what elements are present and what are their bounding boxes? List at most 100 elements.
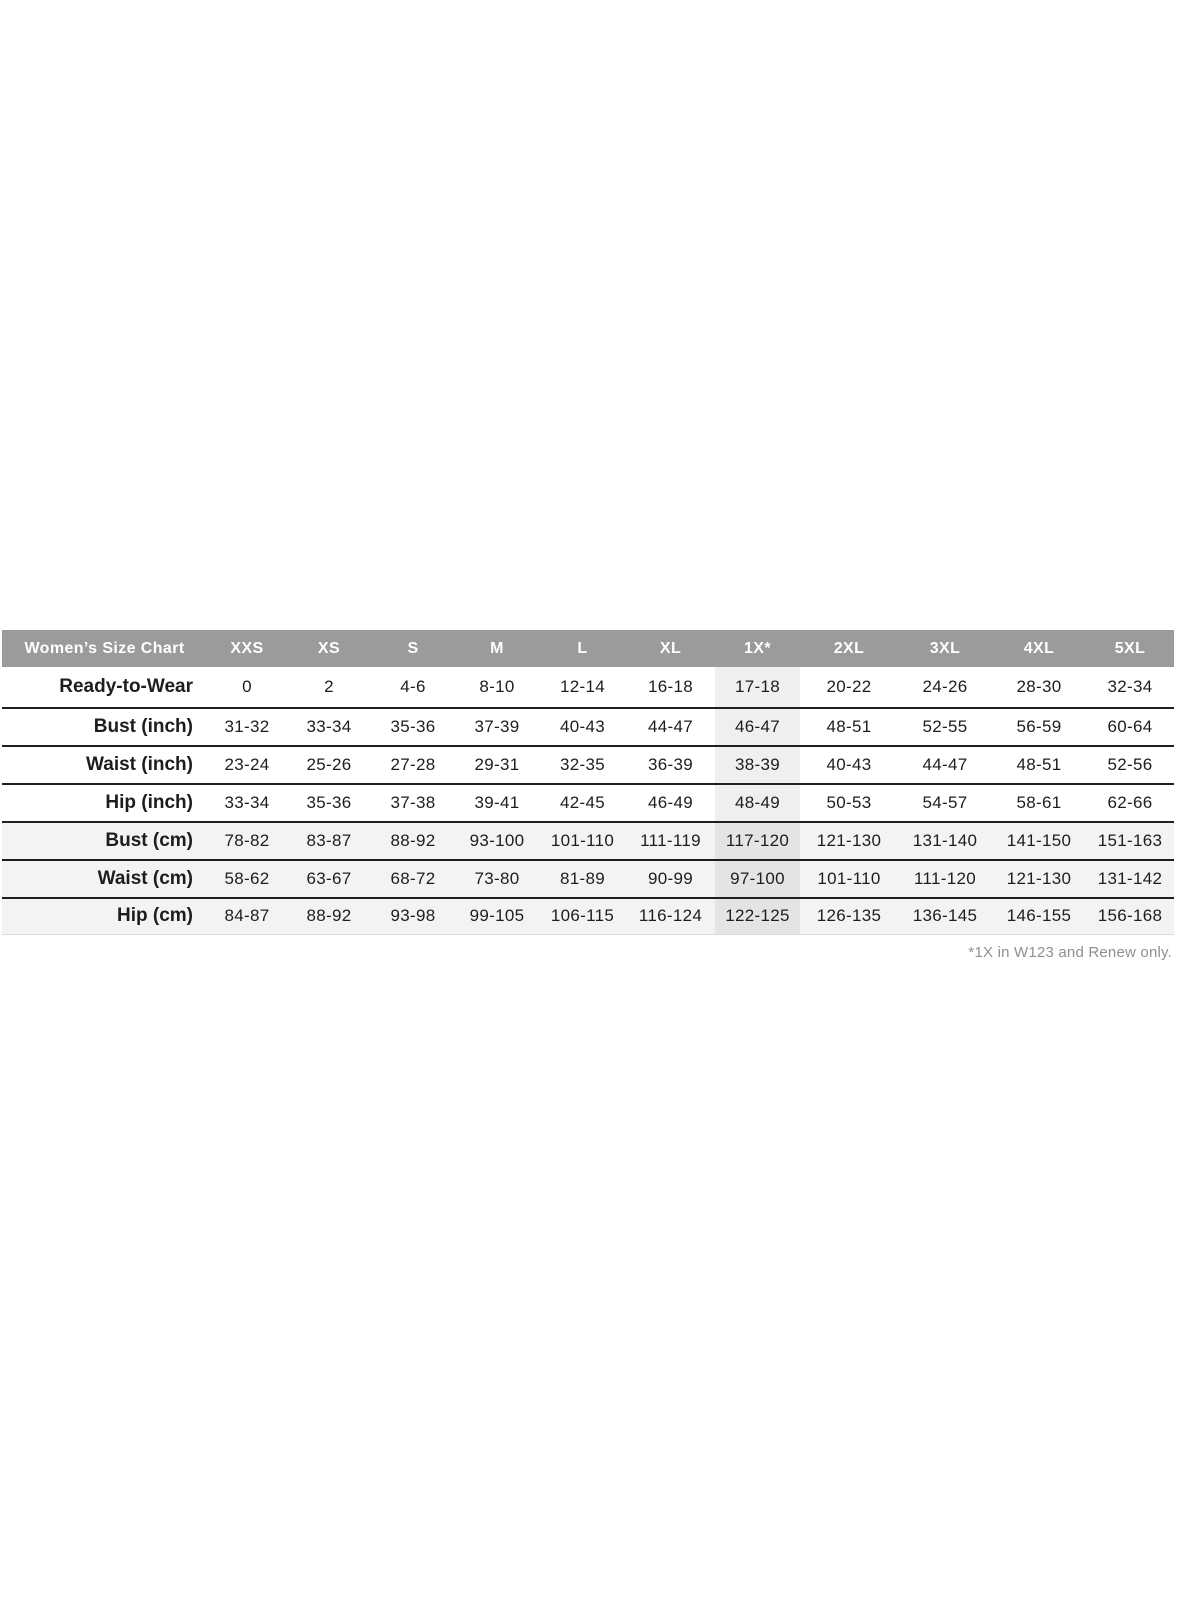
size-column-header: L xyxy=(539,630,626,667)
row-label: Hip (inch) xyxy=(105,792,193,813)
size-cell: 101-110 xyxy=(800,860,898,898)
size-cell: 32-34 xyxy=(1107,677,1153,696)
header-row: Women’s Size Chart XXS XS S M L XL 1X* 2XL 3XL 4X… xyxy=(2,630,1174,667)
size-cell: 52-56 xyxy=(1107,755,1153,774)
size-cell: 101-110 xyxy=(539,822,626,860)
size-cell: 38-39 xyxy=(715,746,800,784)
size-cell: 54-57 xyxy=(922,793,968,812)
size-cell: 48-49 xyxy=(715,784,800,822)
size-cell: 88-92 xyxy=(371,822,455,860)
table-row: Hip (cm) 84-87 88-92 93-98 99-105 106-115 116-… xyxy=(2,898,1174,934)
size-cell: 40-43 xyxy=(560,717,605,736)
row-label: Hip (cm) xyxy=(2,898,207,934)
size-cell: 44-47 xyxy=(648,717,693,736)
size-cell: 37-39 xyxy=(474,717,520,736)
size-cell: 2 xyxy=(324,677,334,696)
size-cell: 68-72 xyxy=(371,860,455,898)
size-cell: 93-100 xyxy=(455,822,539,860)
table-title: Women’s Size Chart xyxy=(2,630,207,667)
size-cell: 46-49 xyxy=(648,793,693,812)
size-cell: 88-92 xyxy=(287,898,371,934)
size-cell: 117-120 xyxy=(715,822,800,860)
size-cell: 93-98 xyxy=(371,898,455,934)
size-cell: 126-135 xyxy=(800,898,898,934)
size-cell: 35-36 xyxy=(306,793,352,812)
size-column-header: XS xyxy=(287,630,371,667)
size-cell: 24-26 xyxy=(922,677,968,696)
size-cell: 122-125 xyxy=(715,898,800,934)
size-cell: 17-18 xyxy=(715,667,800,708)
size-cell: 81-89 xyxy=(539,860,626,898)
size-cell: 36-39 xyxy=(648,755,693,774)
size-column-header: M xyxy=(455,630,539,667)
size-cell: 84-87 xyxy=(207,898,287,934)
size-cell: 31-32 xyxy=(224,717,270,736)
row-label: Bust (inch) xyxy=(93,716,193,737)
size-column-header: 5XL xyxy=(1086,630,1174,667)
size-column-header: 1X* xyxy=(715,630,800,667)
size-cell: 151-163 xyxy=(1086,822,1174,860)
size-cell: 52-55 xyxy=(922,717,968,736)
size-cell: 121-130 xyxy=(992,860,1086,898)
size-cell: 73-80 xyxy=(455,860,539,898)
size-cell: 40-43 xyxy=(826,755,872,774)
row-label: Waist (inch) xyxy=(86,754,193,775)
size-cell: 32-35 xyxy=(560,755,605,774)
size-cell: 4-6 xyxy=(400,677,426,696)
size-cell: 60-64 xyxy=(1107,717,1153,736)
size-cell: 37-38 xyxy=(390,793,436,812)
size-cell: 111-119 xyxy=(626,822,715,860)
size-cell: 62-66 xyxy=(1107,793,1153,812)
size-cell: 50-53 xyxy=(826,793,872,812)
size-column-header: S xyxy=(371,630,455,667)
size-cell: 141-150 xyxy=(992,822,1086,860)
size-cell: 42-45 xyxy=(560,793,605,812)
table-row: Waist (cm) 58-62 63-67 68-72 73-80 81-89 90-99… xyxy=(2,860,1174,898)
size-cell: 58-62 xyxy=(207,860,287,898)
size-column-header: 2XL xyxy=(800,630,898,667)
size-cell: 27-28 xyxy=(390,755,436,774)
size-cell: 58-61 xyxy=(1016,793,1062,812)
size-cell: 83-87 xyxy=(287,822,371,860)
size-cell: 20-22 xyxy=(826,677,872,696)
size-cell: 35-36 xyxy=(390,717,436,736)
size-table-body: Ready-to-Wear 0 2 4-6 8-10 12-14 16-18 17-18 20-… xyxy=(2,667,1174,934)
size-cell: 78-82 xyxy=(207,822,287,860)
row-label: Bust (cm) xyxy=(2,822,207,860)
row-label: Ready-to-Wear xyxy=(59,676,193,697)
size-cell: 8-10 xyxy=(479,677,515,696)
table-header: Women’s Size Chart XXS XS S M L XL 1X* 2XL 3XL 4X… xyxy=(2,630,1174,667)
size-cell: 121-130 xyxy=(800,822,898,860)
size-cell: 106-115 xyxy=(539,898,626,934)
size-cell: 116-124 xyxy=(626,898,715,934)
size-cell: 90-99 xyxy=(626,860,715,898)
size-cell: 25-26 xyxy=(306,755,352,774)
size-cell: 99-105 xyxy=(455,898,539,934)
table-row: Ready-to-Wear 0 2 4-6 8-10 12-14 16-18 17-18 20-… xyxy=(2,667,1174,708)
size-cell: 46-47 xyxy=(715,708,800,746)
size-cell: 97-100 xyxy=(715,860,800,898)
size-cell: 156-168 xyxy=(1086,898,1174,934)
size-cell: 131-142 xyxy=(1086,860,1174,898)
size-cell: 48-51 xyxy=(1016,755,1062,774)
row-label: Waist (cm) xyxy=(2,860,207,898)
size-cell: 136-145 xyxy=(898,898,992,934)
size-cell: 0 xyxy=(242,677,252,696)
size-cell: 146-155 xyxy=(992,898,1086,934)
size-cell: 12-14 xyxy=(560,677,605,696)
table-row: Waist (inch) 23-24 25-26 27-28 29-31 32-35 36-… xyxy=(2,746,1174,784)
table-row: Bust (cm) 78-82 83-87 88-92 93-100 101-110 111… xyxy=(2,822,1174,860)
size-cell: 23-24 xyxy=(224,755,270,774)
size-column-header: XXS xyxy=(207,630,287,667)
size-cell: 56-59 xyxy=(1016,717,1062,736)
size-column-header: 4XL xyxy=(992,630,1086,667)
table-row: Bust (inch) 31-32 33-34 35-36 37-39 40-43 44-4… xyxy=(2,708,1174,746)
size-cell: 33-34 xyxy=(224,793,270,812)
size-cell: 28-30 xyxy=(1016,677,1062,696)
size-cell: 44-47 xyxy=(922,755,968,774)
table-row: Hip (inch) 33-34 35-36 37-38 39-41 42-45 46-49… xyxy=(2,784,1174,822)
size-chart-section: Women’s Size Chart XXS XS S M L XL 1X* 2XL 3XL 4X… xyxy=(2,630,1174,961)
womens-size-chart-table: Women’s Size Chart XXS XS S M L XL 1X* 2XL 3XL 4X… xyxy=(2,630,1174,935)
size-cell: 29-31 xyxy=(474,755,520,774)
